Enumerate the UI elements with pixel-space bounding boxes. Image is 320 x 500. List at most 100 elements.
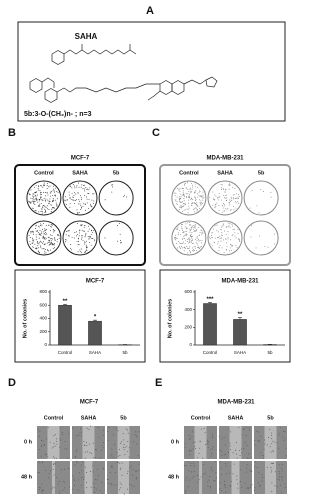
colony	[80, 252, 82, 254]
cell	[244, 482, 246, 484]
colony	[32, 241, 34, 243]
colony	[76, 240, 78, 242]
cell	[58, 481, 60, 483]
colony	[84, 236, 86, 238]
row-label: 48 h	[168, 474, 180, 480]
well	[98, 180, 134, 216]
cell	[44, 453, 46, 455]
colony	[200, 203, 202, 205]
colony	[57, 238, 59, 240]
colony	[37, 251, 39, 253]
colony	[65, 239, 67, 241]
cell	[120, 487, 122, 489]
colony	[223, 194, 224, 196]
cell	[124, 446, 126, 448]
cell	[76, 460, 78, 462]
colony	[33, 239, 35, 241]
cell	[239, 481, 241, 483]
colony	[70, 185, 72, 187]
y-tick-label: 0	[189, 342, 192, 347]
cell	[39, 449, 41, 451]
colony	[84, 241, 86, 243]
colony	[181, 224, 183, 225]
cell	[280, 492, 282, 494]
cell	[94, 456, 96, 458]
colony	[183, 235, 185, 237]
colony	[74, 203, 76, 205]
cell	[138, 469, 140, 471]
wound-gap	[264, 426, 277, 459]
cell	[136, 443, 138, 445]
colony	[33, 198, 35, 200]
cell	[117, 430, 119, 432]
colony	[93, 239, 95, 241]
colony	[270, 191, 272, 193]
colony	[199, 239, 201, 241]
cell	[76, 450, 78, 452]
cell	[280, 467, 282, 469]
cell	[120, 467, 122, 469]
cell	[274, 485, 276, 487]
cell	[86, 427, 88, 429]
cell	[207, 447, 209, 449]
colony	[201, 196, 203, 198]
cell	[284, 438, 286, 440]
colony	[190, 252, 191, 254]
colony	[84, 243, 86, 245]
colony	[32, 231, 34, 232]
colony	[42, 237, 44, 238]
colony	[86, 246, 88, 248]
colony	[33, 195, 35, 197]
colony	[81, 184, 83, 186]
colony	[77, 244, 79, 246]
colony	[36, 194, 38, 196]
wound-gap	[231, 461, 240, 494]
colony	[197, 236, 199, 237]
colony	[112, 186, 114, 188]
colony	[224, 230, 225, 232]
cell	[285, 447, 287, 449]
colony	[194, 183, 196, 185]
colony	[197, 209, 198, 211]
colony	[251, 225, 252, 227]
colony	[37, 189, 39, 191]
colony	[79, 203, 81, 205]
cell	[221, 438, 223, 440]
column-label: Control	[191, 415, 211, 421]
colony	[77, 233, 79, 235]
colony	[236, 246, 238, 248]
wound-gap	[84, 461, 93, 494]
structure-box	[17, 21, 286, 122]
cell	[49, 441, 51, 443]
colony	[89, 187, 91, 189]
colony	[44, 238, 46, 240]
colony	[51, 208, 53, 210]
colony	[119, 233, 121, 235]
colony	[187, 247, 189, 249]
colony	[196, 204, 198, 206]
cell	[279, 484, 281, 486]
colony	[179, 200, 181, 202]
colony	[48, 237, 50, 239]
colony	[76, 235, 78, 237]
colony	[190, 235, 192, 237]
colony	[189, 246, 191, 248]
colony	[233, 206, 234, 207]
colony	[84, 188, 85, 190]
cell	[112, 456, 114, 458]
colony	[236, 193, 238, 195]
colony	[45, 229, 47, 231]
colony	[30, 243, 32, 245]
colony	[46, 199, 48, 201]
cell	[207, 481, 209, 483]
cell	[261, 480, 263, 482]
cell	[77, 489, 79, 491]
colony	[46, 192, 48, 194]
colony	[68, 191, 70, 193]
colony	[192, 202, 194, 204]
cell	[223, 436, 225, 438]
colony	[83, 185, 85, 187]
colony	[232, 225, 233, 227]
colony	[93, 202, 95, 204]
colony	[189, 251, 191, 253]
